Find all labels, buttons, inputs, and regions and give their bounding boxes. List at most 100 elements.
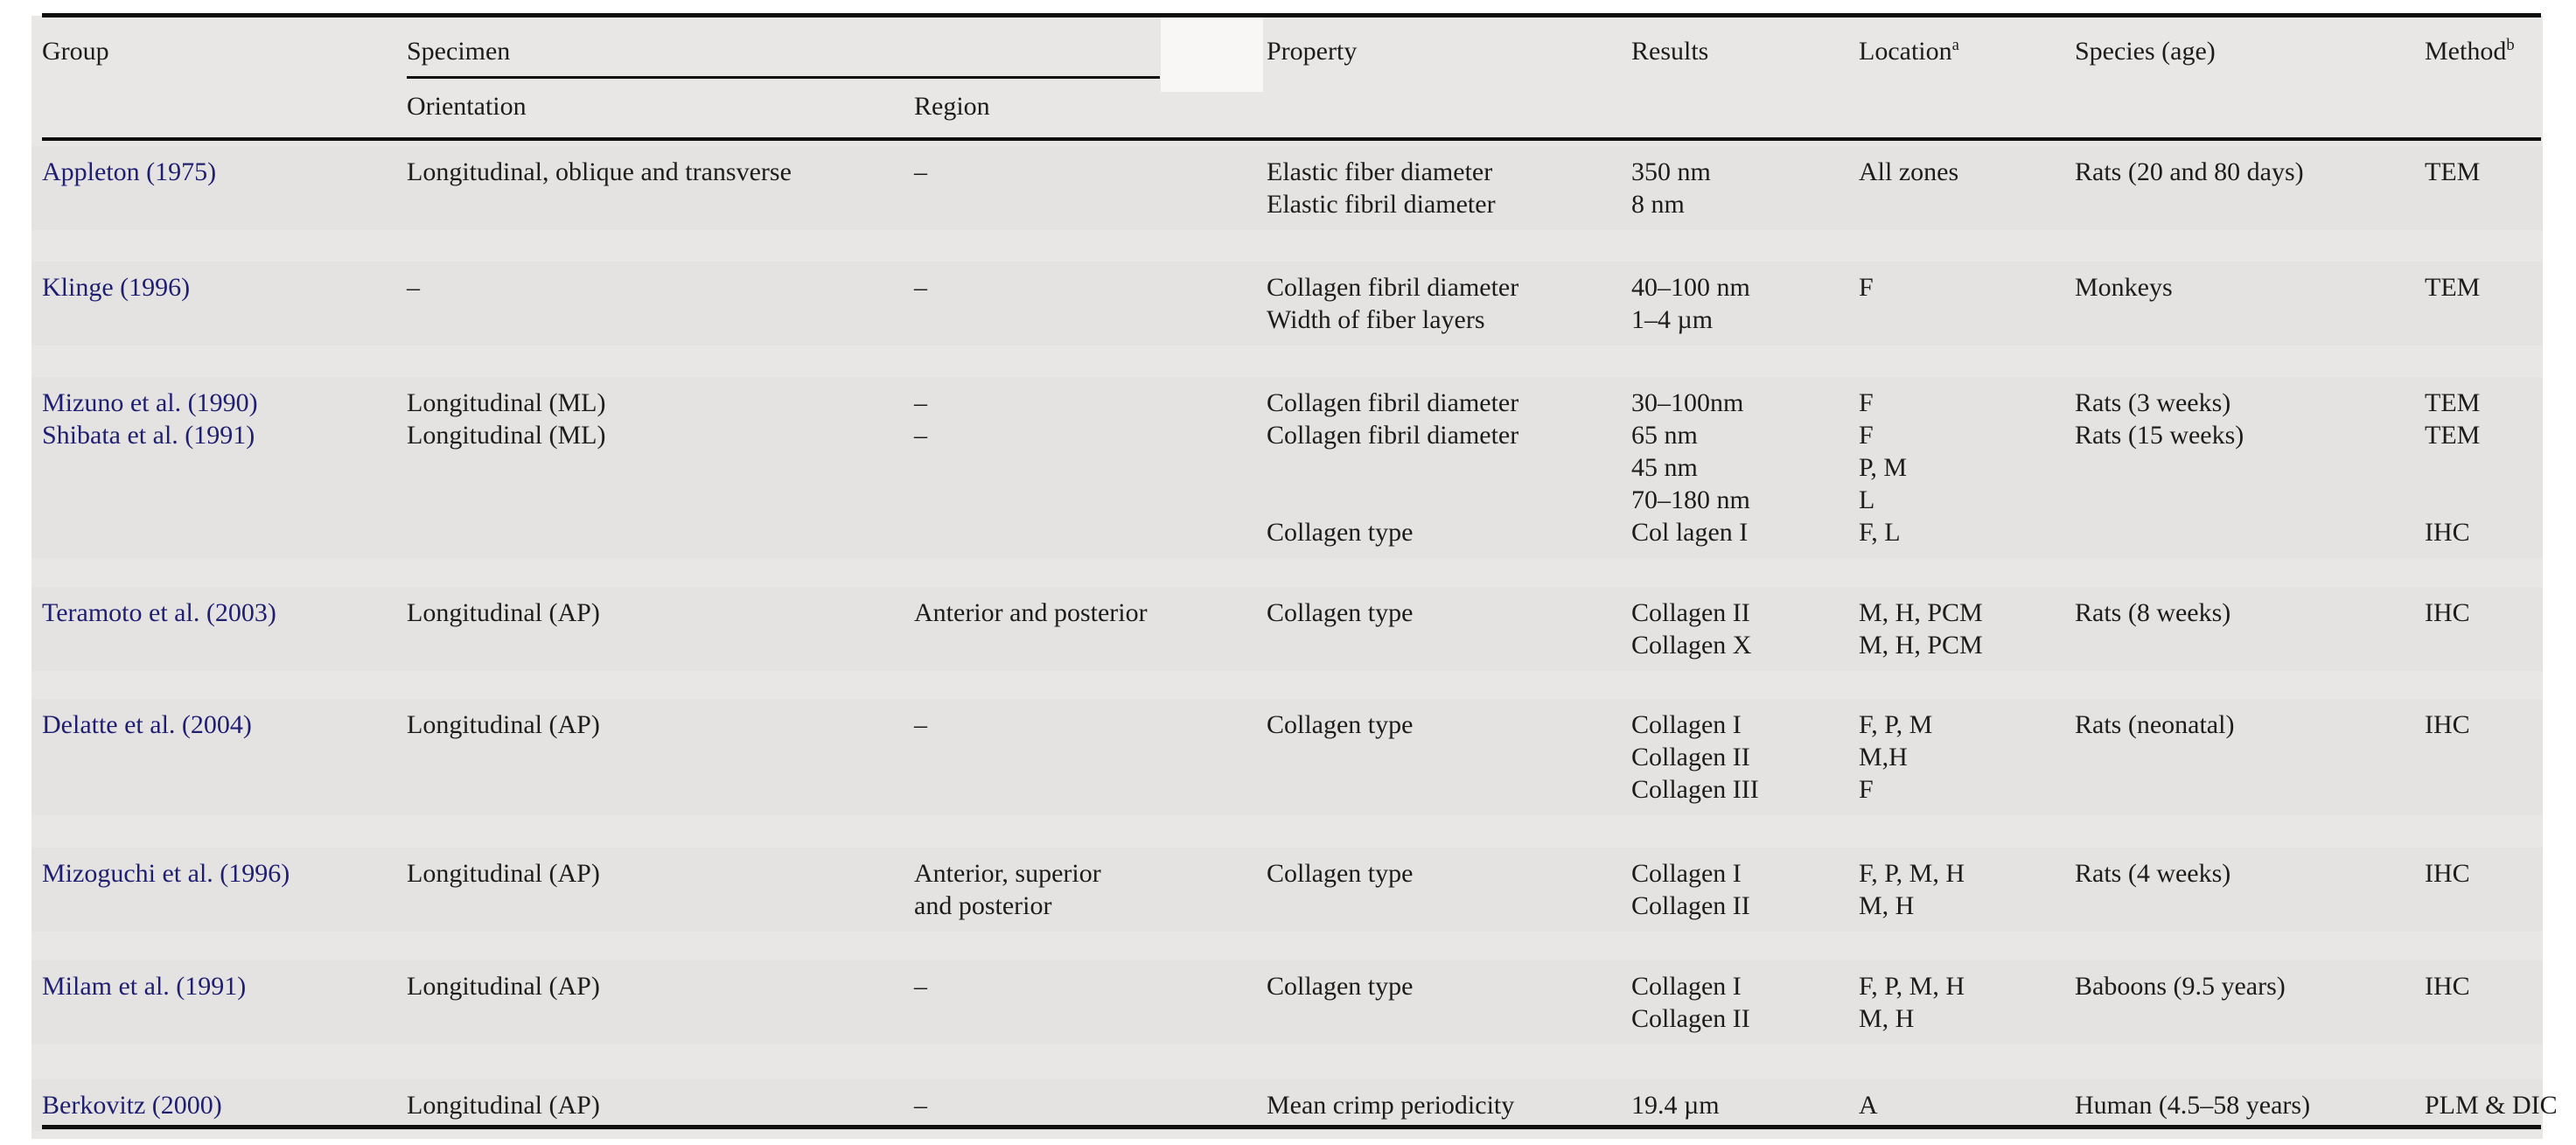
col-results: 30–100nm 65 nm 45 nm 70–180 nm Col lagen I: [1631, 387, 1750, 548]
col-property: Collagen type: [1267, 857, 1413, 890]
column-header-results: Results: [1631, 37, 1709, 66]
citation-link[interactable]: Teramoto et al. (2003): [42, 598, 276, 627]
col-region: –: [914, 709, 927, 741]
cell-text: IHC: [2425, 598, 2470, 627]
cell-text: 70–180 nm: [1631, 485, 1750, 514]
column-header-location: Locationa: [1859, 35, 1959, 67]
cell-text: –: [914, 421, 927, 450]
cell-text: F: [1859, 273, 1874, 302]
citation-link[interactable]: Berkovitz (2000): [42, 1091, 222, 1120]
cell-text: IHC: [2425, 518, 2470, 547]
col-method: TEM: [2425, 156, 2480, 188]
col-species: Rats (3 weeks) Rats (15 weeks): [2075, 387, 2244, 451]
cell-text: F, P, M, H: [1859, 859, 1965, 888]
row-band: [31, 262, 2543, 346]
cell-text: Collagen type: [1267, 710, 1414, 739]
col-location: F, P, M, H M, H: [1859, 970, 1965, 1035]
cell-text: PLM & DIC: [2425, 1091, 2558, 1120]
cell-text: Collagen type: [1267, 598, 1414, 627]
row-band: [31, 146, 2543, 230]
cell-text: and posterior: [914, 891, 1052, 920]
cell-text: F, P, M, H: [1859, 972, 1965, 1001]
highlight-patch: [1161, 17, 1263, 92]
col-species: Baboons (9.5 years): [2075, 970, 2286, 1002]
column-header-group: Group: [42, 37, 109, 66]
cell-text: Collagen I: [1631, 710, 1742, 739]
cell-text: 40–100 nm: [1631, 273, 1750, 302]
cell-text: [2425, 451, 2480, 484]
col-species: Rats (4 weeks): [2075, 857, 2230, 890]
col-results: Collagen II Collagen X: [1631, 597, 1751, 661]
cell-text: Longitudinal (AP): [407, 859, 600, 888]
col-group: Mizoguchi et al. (1996): [42, 857, 290, 890]
row-band: [31, 587, 2543, 671]
col-species: Rats (neonatal): [2075, 709, 2234, 741]
cell-text: Longitudinal (ML): [407, 421, 606, 450]
cell-text: Collagen II: [1631, 1004, 1750, 1033]
col-orientation: Longitudinal (ML) Longitudinal (ML): [407, 387, 605, 451]
specimen-spanner-rule: [407, 76, 1160, 79]
cell-text: Rats (20 and 80 days): [2075, 157, 2304, 186]
cell-text: M, H, PCM: [1859, 631, 1983, 660]
col-region: –: [914, 271, 927, 304]
citation-link[interactable]: Klinge (1996): [42, 273, 191, 302]
cell-text: Human (4.5–58 years): [2075, 1091, 2311, 1120]
column-header-location-label: Location: [1859, 37, 1952, 66]
col-property: Collagen type: [1267, 709, 1413, 741]
column-header-specimen: Specimen: [407, 37, 511, 66]
citation-link[interactable]: Appleton (1975): [42, 157, 217, 186]
row-band: [31, 377, 2543, 558]
col-location: M, H, PCM M, H, PCM: [1859, 597, 1983, 661]
cell-text: –: [914, 388, 927, 417]
cell-text: Collagen type: [1267, 518, 1414, 547]
col-method: TEM TEM IHC: [2425, 387, 2480, 548]
col-method: IHC: [2425, 709, 2470, 741]
cell-text: Collagen II: [1631, 598, 1750, 627]
cell-text: Collagen I: [1631, 859, 1742, 888]
col-property: Elastic fiber diameter Elastic fibril dia…: [1267, 156, 1496, 220]
header-bottom-rule: [42, 137, 2541, 141]
col-region: Anterior and posterior: [914, 597, 1148, 629]
cell-text: IHC: [2425, 972, 2470, 1001]
cell-text: Collagen fibril diameter: [1267, 273, 1519, 302]
col-property: Collagen type: [1267, 970, 1413, 1002]
col-location: F: [1859, 271, 1874, 304]
cell-text: M,H: [1859, 743, 1908, 771]
cell-text: Collagen III: [1631, 775, 1759, 804]
cell-text: F: [1859, 388, 1874, 417]
citation-link[interactable]: Mizoguchi et al. (1996): [42, 859, 290, 888]
col-method: IHC: [2425, 857, 2470, 890]
cell-text: Collagen fibril diameter: [1267, 421, 1519, 450]
cell-text: M, H: [1859, 891, 1915, 920]
cell-text: IHC: [2425, 859, 2470, 888]
cell-text: TEM: [2425, 273, 2481, 302]
citation-link[interactable]: Mizuno et al. (1990): [42, 388, 258, 417]
cell-text: Col lagen I: [1631, 518, 1749, 547]
cell-text: –: [914, 1091, 927, 1120]
col-orientation: Longitudinal (AP): [407, 970, 600, 1002]
col-property: Collagen fibril diameter Width of fiber l…: [1267, 271, 1518, 336]
col-species: Monkeys: [2075, 271, 2173, 304]
table-rule-bottom: [42, 1125, 2541, 1129]
col-group: Berkovitz (2000): [42, 1089, 222, 1121]
col-location: A: [1859, 1089, 1878, 1121]
cell-text: A: [1859, 1091, 1878, 1120]
cell-text: [1267, 451, 1518, 484]
column-header-species: Species (age): [2075, 37, 2216, 66]
col-location: F, P, M, H M, H: [1859, 857, 1965, 922]
col-orientation: Longitudinal (AP): [407, 857, 600, 890]
col-results: Collagen I Collagen II: [1631, 857, 1750, 922]
cell-text: [2425, 484, 2480, 516]
row-band: [31, 848, 2543, 932]
citation-link[interactable]: Shibata et al. (1991): [42, 421, 255, 450]
cell-text: All zones: [1859, 157, 1959, 186]
cell-text: Elastic fiber diameter: [1267, 157, 1493, 186]
citation-link[interactable]: Milam et al. (1991): [42, 972, 247, 1001]
column-header-method-label: Method: [2425, 37, 2507, 66]
cell-text: Monkeys: [2075, 273, 2173, 302]
citation-link[interactable]: Delatte et al. (2004): [42, 710, 252, 739]
cell-text: M, H, PCM: [1859, 598, 1983, 627]
cell-text: M, H: [1859, 1004, 1915, 1033]
col-orientation: –: [407, 271, 420, 304]
cell-text: Longitudinal (AP): [407, 598, 600, 627]
